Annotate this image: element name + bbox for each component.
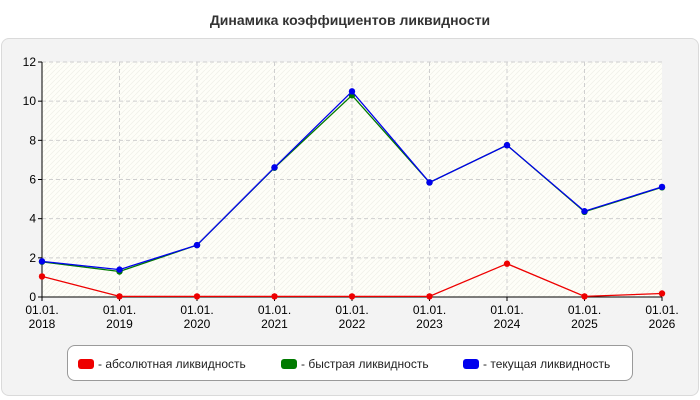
- x-tick-label: 01.01. 2022: [335, 303, 368, 331]
- y-tick-label: 12: [23, 55, 37, 69]
- y-tick-label: 2: [29, 251, 36, 265]
- legend-swatch-blue-icon: [463, 359, 479, 369]
- x-tick-label-line: 01.01.: [413, 303, 446, 317]
- legend-swatch-red-icon: [78, 359, 94, 369]
- series-point-0: [426, 293, 433, 300]
- x-tick-label-line: 2024: [494, 317, 521, 331]
- y-tick-label: 0: [29, 290, 36, 304]
- y-tick-label: 10: [23, 94, 37, 108]
- x-tick-label-line: 2025: [571, 317, 598, 331]
- x-tick-label-line: 2022: [339, 317, 366, 331]
- x-tick-label-line: 2026: [649, 317, 676, 331]
- series-point-2: [38, 258, 46, 265]
- series-point-0: [116, 293, 123, 300]
- x-tick-label: 01.01. 2020: [180, 303, 213, 331]
- legend-label-absolute: - абсолютная ликвидность: [98, 357, 246, 371]
- x-tick-label: 01.01. 2019: [103, 303, 136, 331]
- series-point-2: [426, 179, 433, 186]
- y-tick-label: 6: [29, 173, 36, 187]
- y-tick-label: 4: [29, 212, 36, 226]
- series-point-0: [271, 293, 278, 300]
- x-tick-label: 01.01. 2023: [413, 303, 446, 331]
- x-tick-label-line: 01.01.: [490, 303, 523, 317]
- series-point-2: [193, 241, 201, 249]
- legend-item-absolute: - абсолютная ликвидность: [78, 346, 246, 382]
- x-tick-label-line: 01.01.: [180, 303, 213, 317]
- x-tick-label-line: 2023: [416, 317, 443, 331]
- series-point-2: [658, 183, 666, 191]
- x-tick-label-line: 2020: [184, 317, 211, 331]
- x-tick-label: 01.01. 2024: [490, 303, 523, 331]
- series-point-0: [38, 273, 46, 280]
- x-tick-label: 01.01. 2021: [258, 303, 291, 331]
- series-point-0: [348, 293, 356, 300]
- x-tick-label-line: 2019: [106, 317, 133, 331]
- x-tick-label-line: 01.01.: [258, 303, 291, 317]
- series-point-2: [271, 164, 278, 171]
- series-point-2: [503, 142, 511, 149]
- x-tick-label: 01.01. 2025: [568, 303, 601, 331]
- x-tick-label-line: 01.01.: [335, 303, 368, 317]
- legend-label-quick: - быстрая ликвидность: [301, 357, 429, 371]
- chart-legend: - абсолютная ликвидность - быстрая ликви…: [67, 345, 633, 381]
- y-tick-label: 8: [29, 133, 36, 147]
- x-tick-label-line: 2018: [29, 317, 56, 331]
- series-point-2: [116, 266, 123, 273]
- chart-title: Динамика коэффициентов ликвидности: [209, 12, 491, 28]
- legend-label-current: - текущая ликвидность: [483, 357, 611, 371]
- legend-item-current: - текущая ликвидность: [463, 346, 610, 382]
- series-point-2: [581, 208, 588, 215]
- x-tick-label-line: 01.01.: [25, 303, 58, 317]
- series-point-0: [658, 290, 666, 297]
- x-tick-label: 01.01. 2018: [25, 303, 58, 331]
- x-tick-label-line: 01.01.: [568, 303, 601, 317]
- series-point-0: [503, 260, 511, 267]
- x-tick-label-line: 01.01.: [103, 303, 136, 317]
- x-tick-label: 01.01. 2026: [645, 303, 678, 331]
- series-point-0: [581, 293, 588, 300]
- series-point-2: [348, 88, 356, 95]
- x-tick-label-line: 01.01.: [645, 303, 678, 317]
- legend-item-quick: - быстрая ликвидность: [281, 346, 429, 382]
- series-point-0: [193, 293, 201, 300]
- x-tick-label-line: 2021: [261, 317, 288, 331]
- legend-swatch-green-icon: [281, 359, 297, 369]
